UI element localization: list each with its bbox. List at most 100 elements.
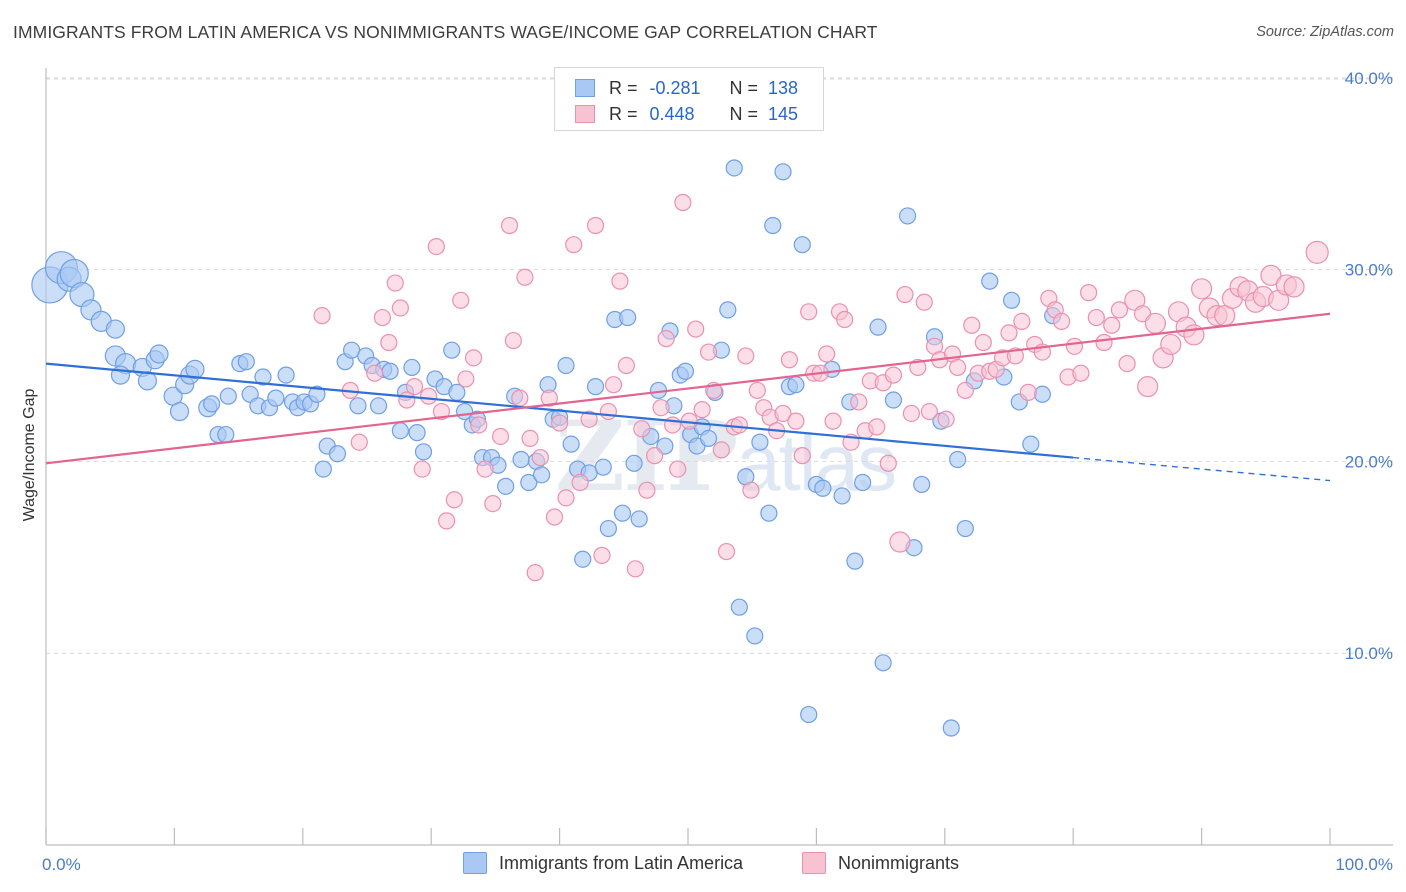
data-point-immigrants xyxy=(267,389,285,407)
data-point-nonimmigrants xyxy=(1065,337,1084,355)
data-point-immigrants xyxy=(169,401,190,422)
y-tick-label: 40.0% xyxy=(1345,69,1393,88)
series-legend: Immigrants from Latin America Nonimmigra… xyxy=(0,852,1406,878)
data-point-nonimmigrants xyxy=(818,345,836,363)
data-point-nonimmigrants xyxy=(432,402,451,421)
data-point-immigrants xyxy=(328,445,347,463)
data-point-nonimmigrants xyxy=(1087,308,1105,327)
axes xyxy=(45,68,1393,846)
data-point-immigrants xyxy=(512,450,530,469)
legend-r-value: 0.448 xyxy=(649,103,695,124)
data-point-nonimmigrants xyxy=(937,410,955,428)
data-point-nonimmigrants xyxy=(949,358,967,377)
data-point-nonimmigrants xyxy=(531,448,549,467)
data-point-immigrants xyxy=(237,353,255,371)
data-point-immigrants xyxy=(1022,435,1040,453)
data-point-nonimmigrants xyxy=(484,495,502,513)
correlation-legend: R = -0.281 N = 138 R = 0.448 N = 145 xyxy=(554,67,824,131)
data-point-immigrants xyxy=(869,318,887,336)
data-point-nonimmigrants xyxy=(1305,240,1329,264)
data-point-immigrants xyxy=(676,362,695,380)
data-point-nonimmigrants xyxy=(674,193,692,212)
data-point-immigrants xyxy=(874,654,892,672)
data-point-nonimmigrants xyxy=(1103,316,1121,334)
data-point-immigrants xyxy=(105,319,125,339)
data-point-immigrants xyxy=(137,371,158,391)
data-point-nonimmigrants xyxy=(687,320,705,338)
data-point-nonimmigrants xyxy=(774,404,792,423)
data-point-nonimmigrants xyxy=(633,420,651,438)
data-point-nonimmigrants xyxy=(963,316,981,334)
data-point-immigrants xyxy=(219,387,237,405)
data-point-nonimmigrants xyxy=(1019,383,1037,401)
data-point-nonimmigrants xyxy=(956,381,974,400)
trend-line-nonimmigrants xyxy=(45,312,1331,465)
data-point-nonimmigrants xyxy=(1053,312,1071,330)
data-point-immigrants xyxy=(314,460,332,478)
data-point-nonimmigrants xyxy=(1072,364,1090,382)
data-point-immigrants xyxy=(533,466,551,484)
data-point-nonimmigrants xyxy=(380,333,398,352)
data-point-nonimmigrants xyxy=(571,473,589,492)
legend-row-immigrants: R = -0.281 N = 138 xyxy=(575,76,798,100)
legend-item-immigrants[interactable]: Immigrants from Latin America xyxy=(463,852,743,874)
data-point-immigrants xyxy=(719,301,737,319)
data-point-nonimmigrants xyxy=(504,331,522,350)
data-point-nonimmigrants xyxy=(350,433,368,451)
legend-n-value: 145 xyxy=(768,103,799,124)
data-point-immigrants xyxy=(730,598,748,616)
data-point-immigrants xyxy=(391,422,409,440)
data-point-immigrants xyxy=(774,163,792,181)
data-point-nonimmigrants xyxy=(657,330,675,348)
data-point-nonimmigrants xyxy=(824,412,842,430)
series-immigrants-points xyxy=(31,159,1062,737)
data-point-nonimmigrants xyxy=(868,418,886,436)
data-point-nonimmigrants xyxy=(500,216,519,235)
data-point-immigrants xyxy=(349,397,367,415)
data-point-nonimmigrants xyxy=(511,389,529,407)
data-point-immigrants xyxy=(414,443,433,461)
data-point-nonimmigrants xyxy=(427,238,445,256)
data-point-nonimmigrants xyxy=(1080,284,1098,302)
data-point-immigrants xyxy=(854,473,872,492)
data-point-nonimmigrants xyxy=(712,441,730,459)
data-point-nonimmigrants xyxy=(391,299,409,317)
data-point-nonimmigrants xyxy=(1160,333,1182,356)
data-point-immigrants xyxy=(586,378,605,396)
data-point-nonimmigrants xyxy=(526,564,544,582)
data-point-nonimmigrants xyxy=(557,489,575,507)
data-point-immigrants xyxy=(760,504,778,522)
data-point-immigrants xyxy=(254,368,272,386)
data-point-nonimmigrants xyxy=(730,416,748,434)
data-point-nonimmigrants xyxy=(669,460,687,478)
data-point-nonimmigrants xyxy=(313,307,331,325)
data-point-immigrants xyxy=(746,627,764,645)
data-point-nonimmigrants xyxy=(737,347,755,365)
data-point-nonimmigrants xyxy=(626,560,644,578)
data-point-immigrants xyxy=(497,477,515,495)
data-point-nonimmigrants xyxy=(545,508,564,526)
data-point-nonimmigrants xyxy=(920,402,938,421)
data-point-nonimmigrants xyxy=(491,427,510,446)
data-point-immigrants xyxy=(619,308,637,327)
data-point-nonimmigrants xyxy=(800,303,818,321)
legend-label-immigrants: Immigrants from Latin America xyxy=(499,852,744,873)
data-point-immigrants xyxy=(956,519,974,538)
data-point-nonimmigrants xyxy=(438,512,456,530)
data-point-immigrants xyxy=(751,433,769,451)
data-point-nonimmigrants xyxy=(742,481,760,499)
data-point-nonimmigrants xyxy=(879,454,897,472)
data-point-immigrants xyxy=(562,435,580,453)
legend-n-label: N = xyxy=(729,103,759,124)
data-point-nonimmigrants xyxy=(599,402,617,421)
x-tick-label: 0.0% xyxy=(42,855,81,874)
data-point-immigrants xyxy=(594,458,612,476)
data-point-nonimmigrants xyxy=(793,447,811,465)
data-point-immigrants xyxy=(369,397,388,415)
data-point-nonimmigrants xyxy=(452,291,470,309)
data-point-immigrants xyxy=(833,487,851,505)
data-point-nonimmigrants xyxy=(611,272,629,290)
data-point-nonimmigrants xyxy=(902,404,921,423)
legend-item-nonimmigrants[interactable]: Nonimmigrants xyxy=(802,852,959,874)
legend-n-value: 138 xyxy=(768,77,799,98)
